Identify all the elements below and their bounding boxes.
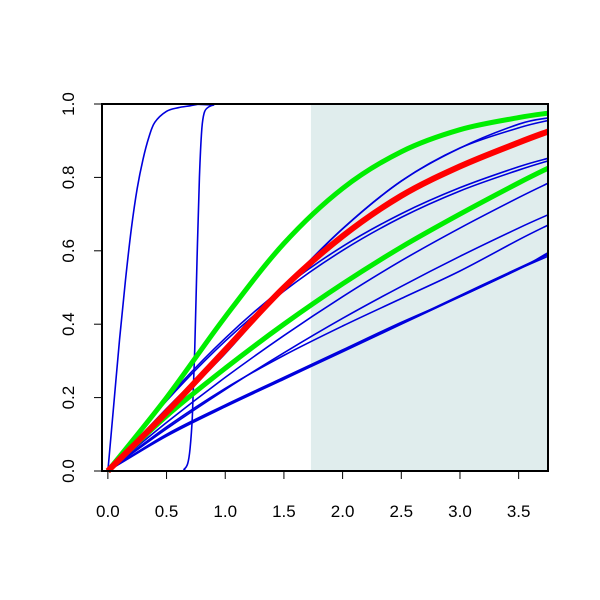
- series-line-12: [107, 251, 549, 472]
- y-tick-label: 0.8: [59, 166, 78, 190]
- series-line-13: [105, 110, 549, 473]
- y-tick-label: 0.0: [59, 459, 78, 483]
- series-layer: [105, 103, 550, 474]
- x-axis: 0.0 0.5 1.0 1.5 2.0 2.5 3.0 3.5: [96, 470, 531, 521]
- plot-area: [101, 103, 550, 474]
- series-line-3: [107, 160, 549, 472]
- y-tick-label: 0.2: [59, 386, 78, 410]
- y-tick-label: 0.4: [59, 312, 78, 336]
- series-line-8: [107, 214, 549, 472]
- series-line-9: [107, 224, 549, 472]
- x-tick-label: 0.5: [155, 502, 179, 521]
- y-axis: 0.0 0.2 0.4 0.6 0.8 1.0: [59, 92, 103, 483]
- x-tick-label: 1.5: [272, 502, 296, 521]
- x-tick-label: 3.0: [448, 502, 472, 521]
- x-tick-label: 3.5: [507, 502, 531, 521]
- series-line-15: [105, 128, 550, 474]
- series-line-14: [106, 165, 550, 473]
- x-tick-label: 1.0: [213, 502, 237, 521]
- series-line-11: [107, 253, 549, 472]
- y-tick-label: 1.0: [59, 92, 78, 116]
- x-tick-label: 0.0: [96, 502, 120, 521]
- shaded-region: [310, 104, 548, 471]
- series-line-7: [107, 182, 549, 472]
- y-tick-label: 0.6: [59, 239, 78, 263]
- x-tick-label: 2.5: [389, 502, 413, 521]
- x-tick-label: 2.0: [331, 502, 355, 521]
